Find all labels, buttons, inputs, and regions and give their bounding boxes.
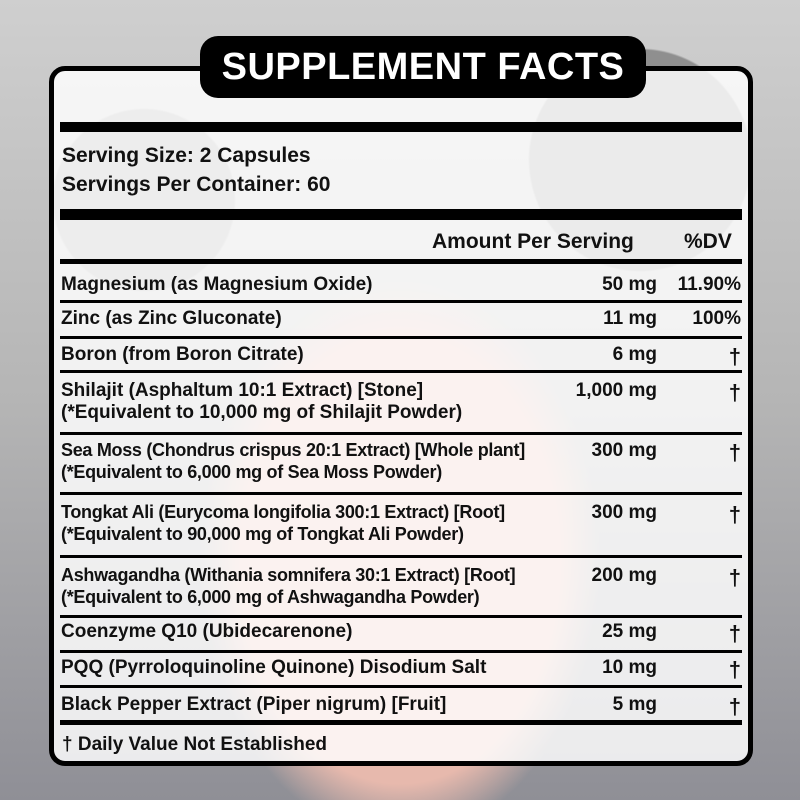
ingredient-equivalent: (*Equivalent to 90,000 mg of Tongkat Ali… [61,524,464,544]
ingredient-name: Ashwagandha (Withania somnifera 30:1 Ext… [61,565,516,585]
divider [60,685,742,688]
servings-per-container: Servings Per Container: 60 [62,173,331,196]
ingredient-name: Coenzyme Q10 (Ubidecarenone) [61,621,353,642]
ingredient-name: Magnesium (as Magnesium Oxide) [61,274,373,295]
divider-thick [60,209,742,220]
ingredient-amount: 11 mg [603,308,657,329]
ingredient-amount: 50 mg [602,274,657,295]
ingredient-name: Black Pepper Extract (Piper nigrum) [Fru… [61,694,447,715]
footnote: † Daily Value Not Established [62,734,328,755]
ingredient-dv: 11.90% [677,274,741,295]
amount-column-header: Amount Per Serving [432,230,634,253]
divider [60,720,742,725]
ingredient-dv: † [728,694,741,719]
ingredient-dv: † [728,380,741,405]
ingredient-amount: 300 mg [591,502,657,523]
ingredient-dv: † [728,440,741,465]
supplement-facts-panel [49,66,753,766]
divider [60,432,742,435]
dv-column-header: %DV [684,230,732,253]
divider [60,370,742,373]
supplement-facts-title: SUPPLEMENT FACTS [200,36,646,98]
divider [60,555,742,558]
ingredient-dv: † [728,344,741,369]
divider [60,650,742,653]
ingredient-name: Sea Moss (Chondrus crispus 20:1 Extract)… [61,440,525,460]
divider [60,615,742,618]
ingredient-name: Shilajit (Asphaltum 10:1 Extract) [Stone… [61,380,424,401]
ingredient-equivalent: (*Equivalent to 6,000 mg of Ashwagandha … [61,587,480,607]
divider [60,492,742,495]
ingredient-dv: † [728,657,741,682]
ingredient-dv: † [728,565,741,590]
ingredient-name: Tongkat Ali (Eurycoma longifolia 300:1 E… [61,502,505,522]
divider [60,300,742,303]
ingredient-name: Zinc (as Zinc Gluconate) [61,308,282,329]
ingredient-amount: 300 mg [591,440,657,461]
serving-size: Serving Size: 2 Capsules [62,144,311,167]
ingredient-dv: † [728,502,741,527]
ingredient-equivalent: (*Equivalent to 10,000 mg of Shilajit Po… [61,402,463,423]
divider-thick [60,122,742,132]
ingredient-amount: 6 mg [612,344,657,365]
ingredient-dv: 100% [692,308,741,329]
ingredient-dv: † [728,621,741,646]
ingredient-equivalent: (*Equivalent to 6,000 mg of Sea Moss Pow… [61,462,442,482]
ingredient-amount: 1,000 mg [575,380,657,401]
ingredient-name: PQQ (Pyrroloquinoline Quinone) Disodium … [61,657,487,678]
ingredient-amount: 10 mg [602,657,657,678]
ingredient-amount: 25 mg [602,621,657,642]
ingredient-name: Boron (from Boron Citrate) [61,344,304,365]
divider [60,336,742,339]
ingredient-amount: 5 mg [612,694,657,715]
divider [60,259,742,264]
ingredient-amount: 200 mg [591,565,657,586]
